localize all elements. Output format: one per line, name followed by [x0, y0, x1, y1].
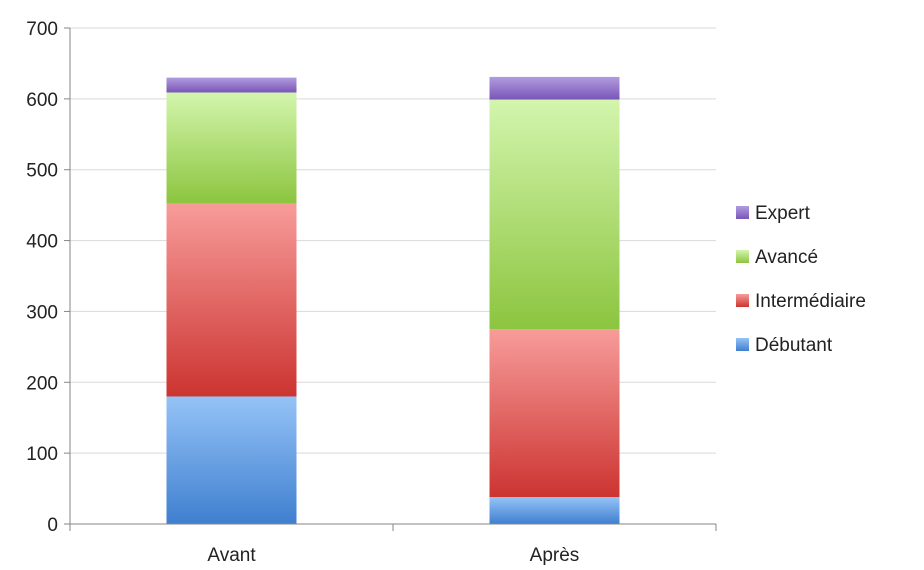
legend-label: Débutant: [755, 335, 833, 356]
bar-segment-interm-diaire: [166, 203, 297, 397]
legend-label: Intermédiaire: [755, 291, 866, 312]
legend-label: Expert: [755, 203, 811, 224]
bars: [166, 76, 620, 524]
axes: 0 100 200 300 400 500 600 700 Avant Après: [26, 19, 717, 566]
x-category-label: Avant: [207, 545, 256, 566]
bar-segment-expert: [166, 77, 297, 93]
legend: Expert Avancé Intermédiaire Débutant: [736, 203, 866, 356]
y-tick-label: 600: [26, 90, 58, 111]
legend-label: Avancé: [755, 247, 818, 268]
y-tick-label: 200: [26, 373, 58, 394]
bar-segment-d-butant: [166, 396, 297, 524]
y-tick-label: 300: [26, 302, 58, 323]
legend-swatch: [736, 294, 749, 307]
y-tick-label: 0: [47, 515, 58, 536]
legend-swatch: [736, 338, 749, 351]
legend-swatch: [736, 206, 749, 219]
bar-segment-avanc-: [166, 92, 297, 204]
legend-swatch: [736, 250, 749, 263]
y-tick-label: 500: [26, 161, 58, 182]
y-tick-label: 400: [26, 232, 58, 253]
x-category-label: Après: [530, 545, 580, 566]
bar-segment-d-butant: [489, 497, 620, 524]
bar-segment-avanc-: [489, 99, 620, 330]
bar-segment-expert: [489, 76, 620, 100]
bar-segment-interm-diaire: [489, 329, 620, 498]
y-tick-label: 100: [26, 444, 58, 465]
y-tick-label: 700: [26, 19, 58, 40]
